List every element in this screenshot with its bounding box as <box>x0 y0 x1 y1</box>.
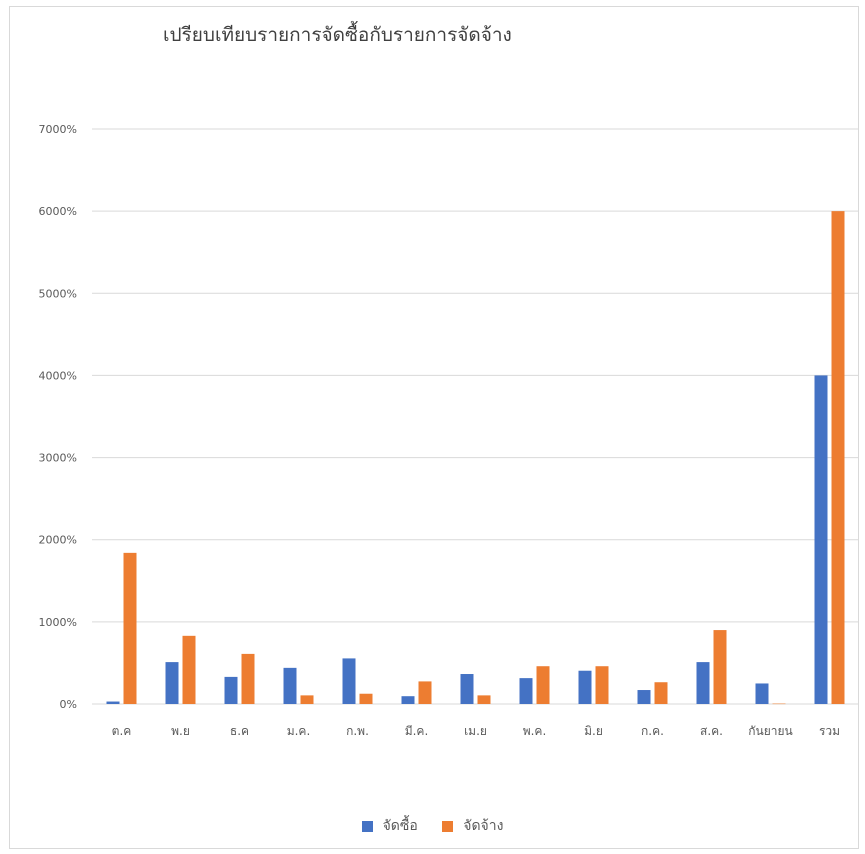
bar-hire <box>654 682 668 704</box>
bar-hire <box>595 666 609 704</box>
x-axis-categories: ต.ค พ.ย ธ.ค ม.ค. ก.พ. มี.ค. เม.ย พ.ค. มิ.ย ก.ค. ส.… <box>112 724 840 738</box>
bar-purchase <box>342 658 356 704</box>
x-category-label: ต.ค <box>112 724 132 738</box>
bar-purchase <box>519 678 533 704</box>
bar-purchase <box>401 696 415 704</box>
legend-item-purchase: จัดซื้อ <box>361 815 418 837</box>
x-category-label: ธ.ค <box>230 724 249 738</box>
bar-hire <box>300 695 314 704</box>
bar-hire <box>772 703 786 705</box>
y-tick-label: 4000% <box>39 369 77 382</box>
x-category-label: มี.ค. <box>405 724 429 738</box>
bar-hire <box>241 653 255 704</box>
x-category-label: พ.ย <box>171 724 190 738</box>
x-category-label: ก.พ. <box>346 724 369 738</box>
x-category-label: ส.ค. <box>700 724 723 738</box>
x-category-label: มิ.ย <box>584 724 603 738</box>
x-category-label: ม.ค. <box>287 724 311 738</box>
bar-purchase <box>165 662 179 704</box>
bar-hire <box>182 635 196 704</box>
bar-purchase <box>224 676 238 704</box>
bar-purchase <box>460 674 474 704</box>
bar-purchase <box>814 375 828 704</box>
bar-purchase <box>106 701 120 704</box>
y-tick-label: 1000% <box>39 616 77 629</box>
bar-hire <box>831 211 845 704</box>
bars <box>106 211 845 705</box>
bar-hire <box>713 630 727 704</box>
y-tick-label: 2000% <box>39 534 77 547</box>
chart-title: เปรียบเทียบรายการจัดซื้อกับรายการจัดจ้าง <box>163 24 512 46</box>
bar-purchase <box>637 690 651 704</box>
legend-swatch-purchase <box>361 820 373 832</box>
y-tick-label: 0% <box>60 698 77 711</box>
x-category-label: เม.ย <box>464 724 487 738</box>
chart-frame <box>9 6 859 849</box>
bar-purchase <box>578 670 592 704</box>
x-category-label: กันยายน <box>748 724 792 738</box>
legend-swatch-hire <box>442 820 454 832</box>
x-category-label: ก.ค. <box>641 724 664 738</box>
x-category-label: พ.ค. <box>523 724 547 738</box>
y-tick-label: 7000% <box>39 123 77 136</box>
gridlines <box>92 128 859 705</box>
bar-purchase <box>283 667 297 704</box>
bar-hire <box>477 695 491 704</box>
legend-label-purchase: จัดซื้อ <box>382 818 418 834</box>
y-tick-label: 5000% <box>39 287 77 300</box>
x-category-label: รวม <box>819 724 840 738</box>
y-tick-label: 6000% <box>39 205 77 218</box>
legend-item-hire: จัดจ้าง <box>442 815 503 837</box>
bar-hire <box>359 693 373 704</box>
bar-hire <box>536 666 550 704</box>
bar-purchase <box>696 662 710 704</box>
legend-label-hire: จัดจ้าง <box>463 818 504 834</box>
y-axis-ticks: 0% 1000% 2000% 3000% 4000% 5000% 6000% 7000% <box>39 123 77 711</box>
y-tick-label: 3000% <box>39 452 77 465</box>
bar-hire <box>418 681 432 704</box>
bar-purchase <box>755 683 769 704</box>
bar-hire <box>123 552 137 704</box>
legend: จัดซื้อ จัดจ้าง <box>0 815 865 837</box>
